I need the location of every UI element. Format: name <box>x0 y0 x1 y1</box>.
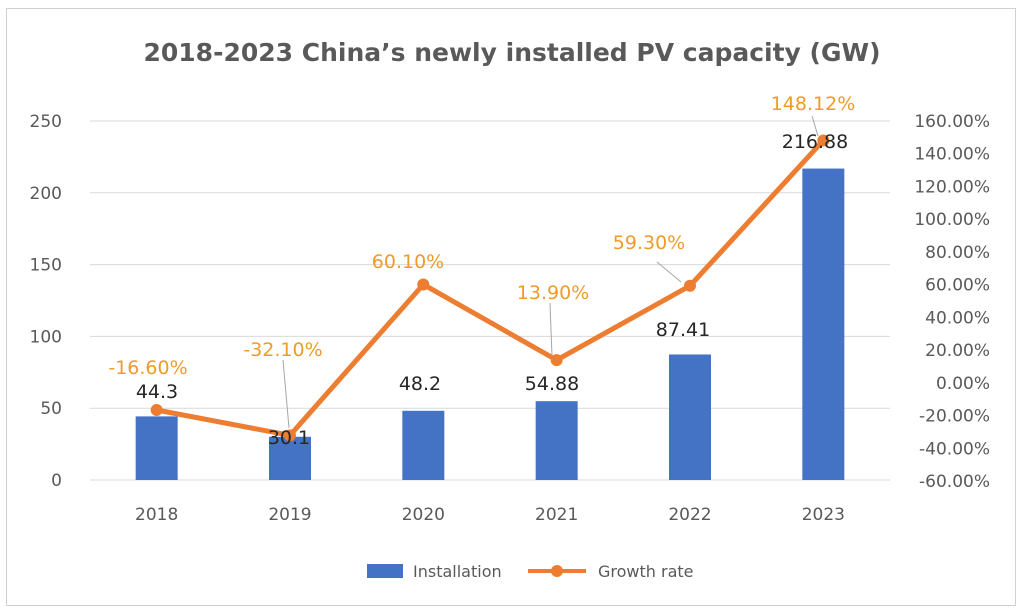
growth-rate-point <box>150 403 163 416</box>
y-right-tick-label: 60.00% <box>925 276 990 296</box>
y-right-tick-label: 160.00% <box>914 112 990 132</box>
x-tick-label: 2018 <box>135 505 178 525</box>
bar-installation <box>402 410 445 480</box>
legend-label-growth-rate: Growth rate <box>598 562 694 581</box>
leader-line <box>811 115 819 137</box>
growth-rate-line <box>154 137 826 438</box>
y-left-tick-label: 150 <box>30 256 62 276</box>
y-left-tick-label: 200 <box>30 184 62 204</box>
growth-data-label: 148.12% <box>771 93 856 115</box>
bar-installation <box>269 436 311 480</box>
growth-rate-point <box>284 429 296 442</box>
growth-data-label: 13.90% <box>517 282 589 304</box>
legend-swatch-installation <box>367 564 403 578</box>
y-left-tick-label: 100 <box>30 327 62 347</box>
y-right-tick-label: 100.00% <box>914 210 990 230</box>
bar-data-label: 216.88 <box>782 131 848 153</box>
growth-rate-point <box>817 134 830 147</box>
bar-data-label: 44.3 <box>136 381 178 403</box>
growth-data-label: -32.10% <box>243 339 322 361</box>
growth-data-label: 59.30% <box>613 232 685 254</box>
y-left-tick-label: 250 <box>30 112 62 132</box>
x-tick-label: 2022 <box>668 505 711 525</box>
growth-rate-point <box>417 278 430 291</box>
y-right-tick-label: 20.00% <box>925 341 990 361</box>
bar-data-label: 87.41 <box>656 319 710 341</box>
leader-line <box>282 359 290 429</box>
bar-data-label: 54.88 <box>525 373 579 395</box>
x-tick-label: 2020 <box>402 505 445 525</box>
chart-frame <box>6 8 1016 606</box>
bar-installation <box>669 354 711 480</box>
bar-data-label: 48.2 <box>399 373 441 395</box>
chart-title: 2018-2023 China’s newly installed PV cap… <box>143 38 881 67</box>
x-tick-label: 2023 <box>802 505 845 525</box>
bar-installation <box>802 168 845 481</box>
growth-data-label: -16.60% <box>108 357 187 379</box>
y-right-tick-label: 40.00% <box>925 308 990 328</box>
y-right-tick-label: 120.00% <box>914 177 990 197</box>
growth-rate-point <box>550 354 563 367</box>
legend-label-installation: Installation <box>413 562 502 581</box>
leader-line <box>656 261 682 283</box>
x-tick-label: 2019 <box>268 505 311 525</box>
y-right-tick-label: 140.00% <box>914 145 990 165</box>
y-left-tick-label: 50 <box>40 399 62 419</box>
y-left-tick-label: 0 <box>51 471 62 491</box>
y-right-tick-label: -40.00% <box>919 439 990 459</box>
y-right-tick-label: -20.00% <box>919 407 990 427</box>
growth-rate-point <box>684 279 696 292</box>
x-tick-label: 2021 <box>535 505 578 525</box>
y-right-tick-label: 0.00% <box>936 374 990 394</box>
y-right-tick-label: -60.00% <box>919 472 990 492</box>
bar-data-label: 30.1 <box>268 427 310 449</box>
leader-line <box>549 302 553 357</box>
bar-installation <box>135 416 178 480</box>
growth-data-label: 60.10% <box>372 251 444 273</box>
y-right-tick-label: 80.00% <box>925 243 990 263</box>
legend-swatch-growth-marker <box>551 565 563 577</box>
bar-installation <box>535 401 578 480</box>
